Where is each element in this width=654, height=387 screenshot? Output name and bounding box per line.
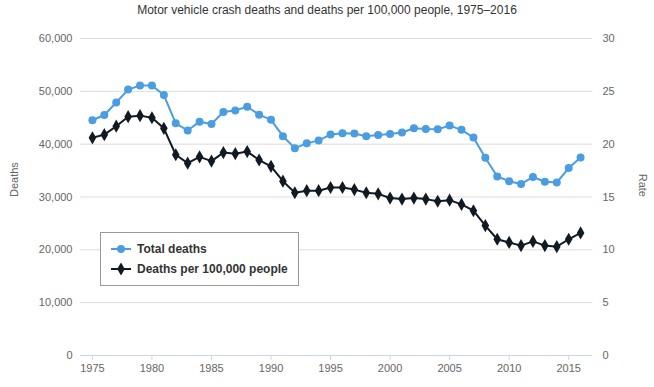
svg-text:Rate: Rate (637, 174, 649, 197)
svg-text:1985: 1985 (199, 362, 223, 374)
svg-text:20: 20 (603, 138, 615, 150)
svg-text:60,000: 60,000 (39, 32, 73, 44)
html-text:Deaths per 100,000 people: Deaths per 100,000 people (137, 262, 288, 276)
svg-text:10: 10 (603, 243, 615, 255)
svg-text:2005: 2005 (437, 362, 461, 374)
svg-text:1980: 1980 (140, 362, 164, 374)
svg-text:0: 0 (66, 349, 72, 361)
svg-text:10,000: 10,000 (39, 296, 73, 308)
svg-text:0: 0 (603, 349, 609, 361)
svg-text:25: 25 (603, 85, 615, 97)
svg-text:1975: 1975 (80, 362, 104, 374)
svg-text:40,000: 40,000 (39, 138, 73, 150)
svg-text:30: 30 (603, 32, 615, 44)
svg-text:2000: 2000 (378, 362, 402, 374)
svg-text:2010: 2010 (497, 362, 521, 374)
svg-text:1990: 1990 (259, 362, 283, 374)
html-text:Motor vehicle crash deaths and: Motor vehicle crash deaths and deaths pe… (137, 3, 517, 17)
svg-text:15: 15 (603, 191, 615, 203)
svg-text:Deaths: Deaths (8, 162, 20, 197)
svg-text:5: 5 (603, 296, 609, 308)
svg-text:30,000: 30,000 (39, 191, 73, 203)
html-text:Total deaths: Total deaths (137, 242, 207, 256)
svg-text:1995: 1995 (318, 362, 342, 374)
svg-text:50,000: 50,000 (39, 85, 73, 97)
svg-text:2015: 2015 (556, 362, 580, 374)
svg-text:20,000: 20,000 (39, 243, 73, 255)
